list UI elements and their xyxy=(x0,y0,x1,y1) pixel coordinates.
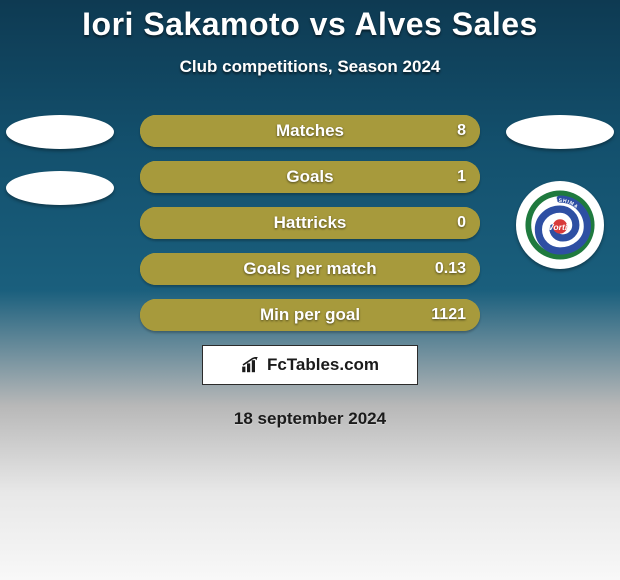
vortis-logo-icon: Vortis TOKUSHIMA xyxy=(524,189,596,261)
left-badge-column xyxy=(0,115,120,227)
brand-text: FcTables.com xyxy=(267,355,379,375)
brand-chart-icon xyxy=(241,357,261,373)
stat-bars: Matches8Goals1Hattricks0Goals per match0… xyxy=(140,115,480,331)
bar-label: Min per goal xyxy=(140,299,480,331)
team-left-badge-1 xyxy=(6,115,114,149)
tokushima-vortis-badge: Vortis TOKUSHIMA xyxy=(516,181,604,269)
brand-box: FcTables.com xyxy=(202,345,418,385)
subtitle: Club competitions, Season 2024 xyxy=(0,57,620,77)
stat-bar-row: Goals per match0.13 xyxy=(140,253,480,285)
bar-value-right: 8 xyxy=(457,115,466,147)
page-title: Iori Sakamoto vs Alves Sales xyxy=(0,6,620,43)
bar-label: Matches xyxy=(140,115,480,147)
bar-label: Goals per match xyxy=(140,253,480,285)
vortis-text: Vortis xyxy=(548,222,572,232)
team-right-badge-1 xyxy=(506,115,614,149)
stats-area: Vortis TOKUSHIMA Matches8 Goals1 Hattricks… xyxy=(0,115,620,331)
bar-value-right: 1 xyxy=(457,161,466,193)
stat-bar-row: Matches8 xyxy=(140,115,480,147)
bar-label: Hattricks xyxy=(140,207,480,239)
date-text: 18 september 2024 xyxy=(0,409,620,429)
bar-value-right: 0.13 xyxy=(435,253,466,285)
bar-value-right: 1121 xyxy=(431,299,466,331)
infographic-content: Iori Sakamoto vs Alves Sales Club compet… xyxy=(0,0,620,580)
team-left-badge-2 xyxy=(6,171,114,205)
bar-value-right: 0 xyxy=(457,207,466,239)
right-badge-column: Vortis TOKUSHIMA xyxy=(500,115,620,291)
stat-bar-row: Goals1 xyxy=(140,161,480,193)
bar-label: Goals xyxy=(140,161,480,193)
stat-bar-row: Hattricks0 xyxy=(140,207,480,239)
stat-bar-row: Min per goal1121 xyxy=(140,299,480,331)
